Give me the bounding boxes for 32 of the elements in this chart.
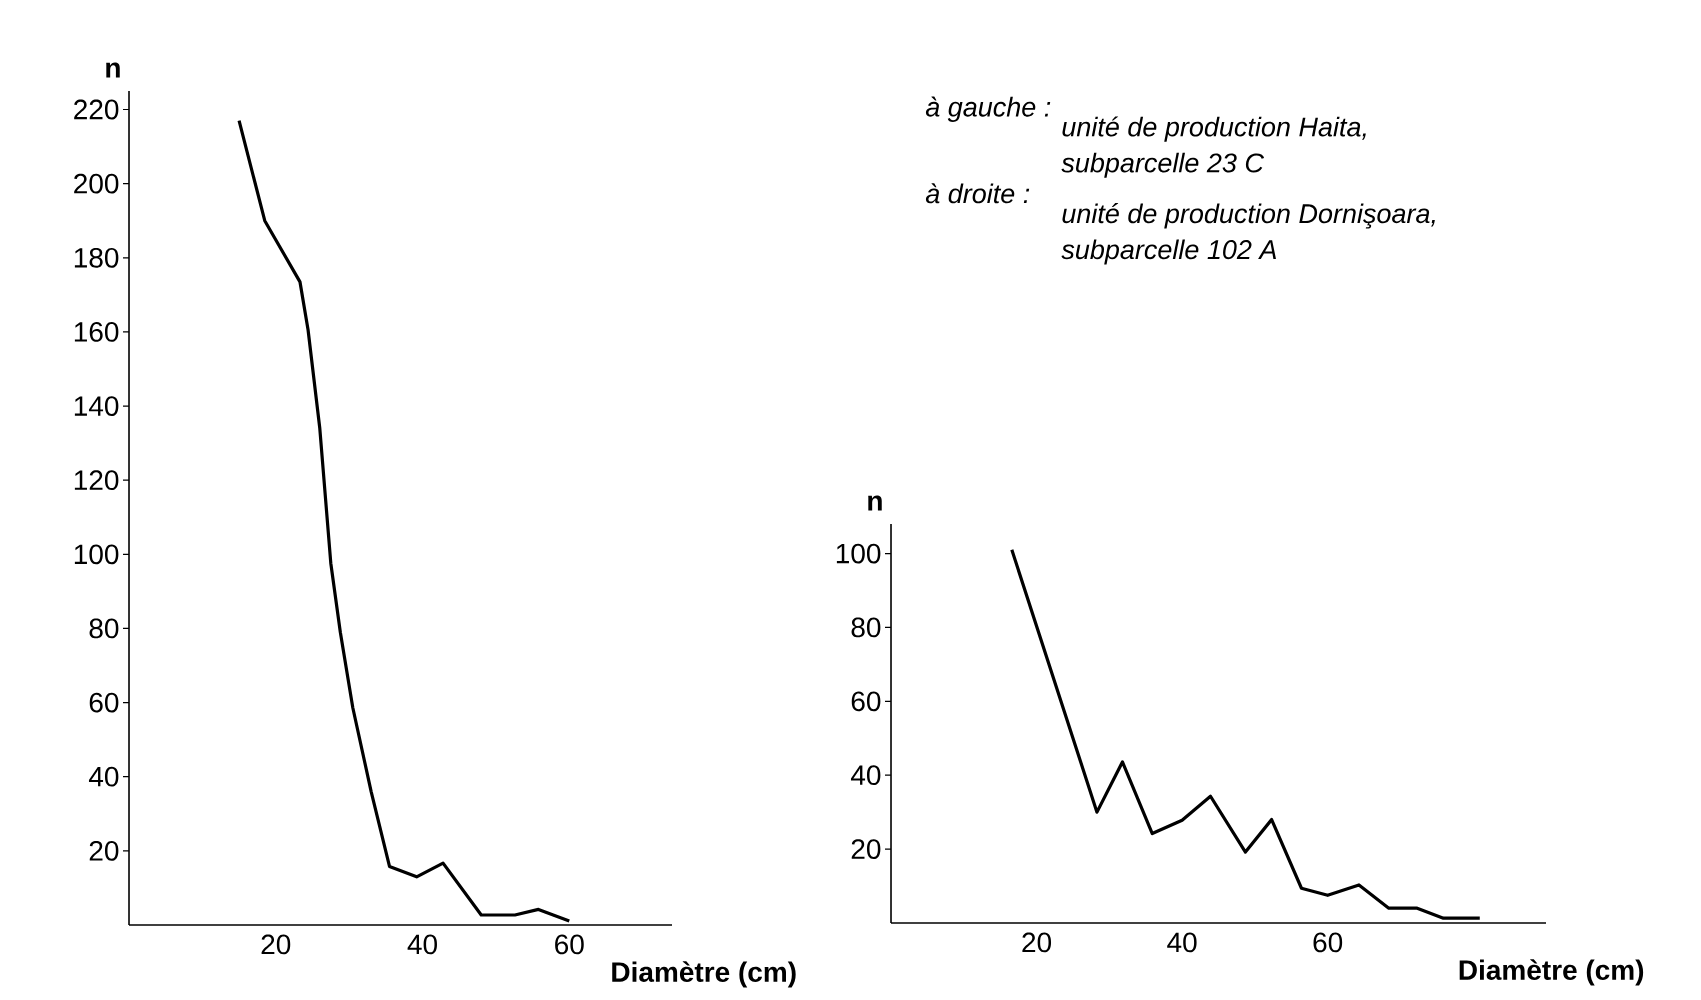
y-tick-label: 100 bbox=[74, 544, 119, 565]
y-tick-label: 140 bbox=[74, 396, 119, 416]
y-axis-title: n bbox=[106, 62, 120, 78]
line-series bbox=[237, 119, 571, 923]
y-tick-label: 220 bbox=[74, 99, 119, 120]
y-tick-label: 20 bbox=[851, 839, 881, 859]
y-tick-label: 40 bbox=[850, 765, 881, 786]
x-tick-label: 20 bbox=[261, 934, 291, 955]
y-axis-title: n bbox=[868, 495, 882, 511]
y-tick-label: 60 bbox=[89, 692, 119, 713]
line-series bbox=[1010, 548, 1482, 920]
y-tick-label: 20 bbox=[89, 840, 119, 861]
y-tick-label: 120 bbox=[74, 470, 119, 491]
y-tick-label: 180 bbox=[74, 247, 119, 268]
x-tick-label: 20 bbox=[1022, 932, 1052, 953]
y-tick-label: 160 bbox=[74, 322, 119, 342]
x-axis-title: Diamètre (cm) bbox=[1459, 959, 1644, 986]
x-tick-label: 60 bbox=[555, 934, 584, 955]
y-tick-label: 80 bbox=[851, 617, 881, 638]
y-tick-label: 60 bbox=[851, 691, 881, 712]
x-tick-label: 60 bbox=[1313, 932, 1343, 953]
text: unité de production Haita, subparcelle 23 C bbox=[1061, 116, 1366, 178]
text: à gauche : bbox=[925, 96, 1051, 122]
text: à droite : bbox=[925, 183, 1030, 204]
x-axis-title: Diamètre (cm) bbox=[612, 961, 796, 988]
x-tick-label: 40 bbox=[1167, 932, 1197, 953]
text: unité de production Dornişoara, subparcelle 102 A bbox=[1061, 203, 1435, 265]
y-tick-label: 80 bbox=[89, 618, 119, 639]
y-tick-label: 40 bbox=[88, 766, 119, 787]
x-tick-label: 40 bbox=[407, 934, 437, 955]
y-tick-label: 100 bbox=[836, 543, 881, 564]
y-tick-label: 200 bbox=[74, 173, 119, 194]
